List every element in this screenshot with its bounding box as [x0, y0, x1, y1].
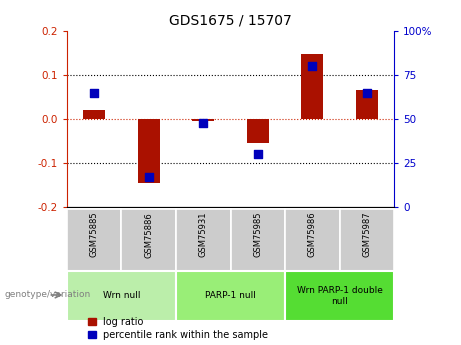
Bar: [340, 209, 394, 271]
Point: [308, 63, 316, 69]
Bar: [247, 119, 269, 143]
Bar: [138, 119, 160, 183]
Bar: [285, 271, 394, 321]
Text: GSM75886: GSM75886: [144, 212, 153, 258]
Text: PARP-1 null: PARP-1 null: [205, 291, 256, 300]
Text: GSM75885: GSM75885: [89, 212, 99, 257]
Bar: [230, 209, 285, 271]
Point: [254, 151, 261, 157]
Point: [90, 90, 98, 95]
Bar: [301, 54, 323, 119]
Bar: [67, 209, 121, 271]
Text: GDS1675 / 15707: GDS1675 / 15707: [169, 14, 292, 28]
Text: Wrn PARP-1 double
null: Wrn PARP-1 double null: [297, 286, 383, 306]
Text: GSM75987: GSM75987: [362, 212, 372, 257]
Bar: [356, 90, 378, 119]
Text: Wrn null: Wrn null: [103, 291, 140, 300]
Bar: [67, 271, 176, 321]
Point: [145, 174, 152, 180]
Bar: [192, 119, 214, 121]
Bar: [176, 271, 285, 321]
Bar: [83, 110, 105, 119]
Point: [363, 90, 371, 95]
Bar: [121, 209, 176, 271]
Text: GSM75931: GSM75931: [199, 212, 208, 257]
Text: genotype/variation: genotype/variation: [5, 290, 91, 299]
Point: [200, 120, 207, 125]
Text: GSM75985: GSM75985: [253, 212, 262, 257]
Bar: [176, 209, 230, 271]
Text: GSM75986: GSM75986: [308, 212, 317, 257]
Bar: [285, 209, 340, 271]
Legend: log ratio, percentile rank within the sample: log ratio, percentile rank within the sa…: [88, 317, 268, 340]
